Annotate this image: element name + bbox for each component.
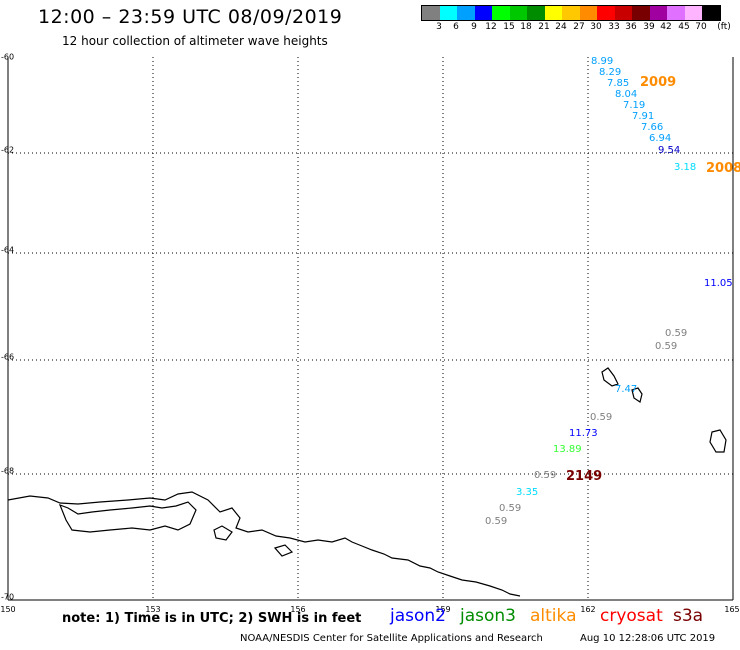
- legend-label: 3: [436, 22, 442, 32]
- lon-label: 156: [290, 605, 306, 614]
- wave-height-label: 11.05: [704, 278, 733, 289]
- wave-height-label: 0.59: [590, 412, 613, 423]
- legend-unit: (ft): [717, 22, 731, 32]
- satellite-label-jason3: jason3: [460, 606, 516, 626]
- legend-swatch: [544, 6, 562, 20]
- lon-label: 150: [0, 605, 16, 614]
- legend-label: 24: [555, 22, 567, 32]
- legend-label: 27: [573, 22, 585, 32]
- lat-label: -60: [1, 52, 15, 62]
- legend-swatch: [439, 6, 457, 20]
- satellite-label-jason2: jason2: [390, 606, 446, 626]
- legend-label: 36: [625, 22, 637, 32]
- lat-label: -70: [1, 592, 15, 602]
- footer-note: note: 1) Time is in UTC; 2) SWH is in fe…: [62, 611, 362, 626]
- wave-height-label: 11.73: [569, 428, 598, 439]
- wave-height-label: 7.47: [615, 384, 638, 395]
- legend-label: 33: [608, 22, 620, 32]
- wave-height-label: 7.91: [632, 111, 655, 122]
- legend-swatch: [702, 6, 720, 20]
- wave-height-label: 6.94: [649, 133, 672, 144]
- legend-swatch: [649, 6, 667, 20]
- legend-swatch: [474, 6, 492, 20]
- legend-swatch: [632, 6, 650, 20]
- wave-height-label: 7.66: [641, 122, 664, 133]
- lon-label: 153: [145, 605, 161, 614]
- lat-label: -66: [1, 352, 15, 362]
- page-title: 12:00 – 23:59 UTC 08/09/2019: [38, 6, 343, 28]
- legend-swatch: [457, 6, 475, 20]
- wave-height-label: 8.99: [591, 56, 614, 67]
- legend-label: 9: [471, 22, 477, 32]
- time-marker-label: 2149: [566, 469, 603, 484]
- legend-label: 42: [660, 22, 672, 32]
- time-marker-label: 2008: [706, 161, 740, 176]
- lat-label: -68: [1, 466, 15, 476]
- lat-label: -62: [1, 145, 15, 155]
- wave-height-label: 0.59: [655, 341, 678, 352]
- legend-swatch: [492, 6, 510, 20]
- legend-swatch: [684, 6, 702, 20]
- legend-swatch: [667, 6, 685, 20]
- wave-height-color-legend: [421, 5, 721, 21]
- wave-height-label: 7.19: [623, 100, 646, 111]
- lon-label: 165: [724, 605, 740, 614]
- legend-swatch: [614, 6, 632, 20]
- generated-timestamp: Aug 10 12:28:06 UTC 2019: [580, 633, 716, 644]
- lon-label: 159: [435, 605, 451, 614]
- page-subtitle: 12 hour collection of altimeter wave hei…: [62, 34, 328, 48]
- legend-label: 45: [678, 22, 690, 32]
- legend-label: 6: [453, 22, 459, 32]
- legend-swatch: [422, 6, 440, 20]
- satellite-label-altika: altika: [530, 606, 577, 626]
- map-border: [7, 57, 734, 601]
- legend-swatch: [527, 6, 545, 20]
- legend-label: 12: [485, 22, 497, 32]
- legend-label: 18: [520, 22, 532, 32]
- wave-height-label: 0.59: [485, 516, 508, 527]
- legend-label: 30: [590, 22, 602, 32]
- wave-height-label: 3.35: [516, 487, 539, 498]
- lon-label: 162: [580, 605, 596, 614]
- wave-height-label: 7.85: [607, 78, 630, 89]
- wave-height-label: 8.29: [599, 67, 622, 78]
- legend-swatch: [579, 6, 597, 20]
- satellite-label-cryosat: cryosat: [600, 606, 663, 626]
- antarctic-coastline: [7, 367, 727, 597]
- graticule: [8, 57, 733, 600]
- wave-height-label: 13.89: [553, 444, 582, 455]
- legend-swatch: [597, 6, 615, 20]
- wave-height-label: 3.18: [674, 162, 697, 173]
- legend-label: 39: [643, 22, 655, 32]
- wave-height-label: 9.54: [658, 145, 681, 156]
- legend-swatch: [562, 6, 580, 20]
- satellite-label-s3a: s3a: [673, 606, 704, 626]
- legend-label: 15: [503, 22, 515, 32]
- wave-height-label: 0.59: [534, 470, 557, 481]
- legend-label: 21: [538, 22, 550, 32]
- wave-height-label: 0.59: [665, 328, 688, 339]
- legend-swatch: [509, 6, 527, 20]
- time-marker-label: 2009: [640, 75, 677, 90]
- wave-height-label: 8.04: [615, 89, 638, 100]
- credit-line: NOAA/NESDIS Center for Satellite Applica…: [240, 633, 543, 644]
- lat-label: -64: [1, 245, 15, 255]
- wave-height-label: 0.59: [499, 503, 522, 514]
- legend-label: 70: [695, 22, 707, 32]
